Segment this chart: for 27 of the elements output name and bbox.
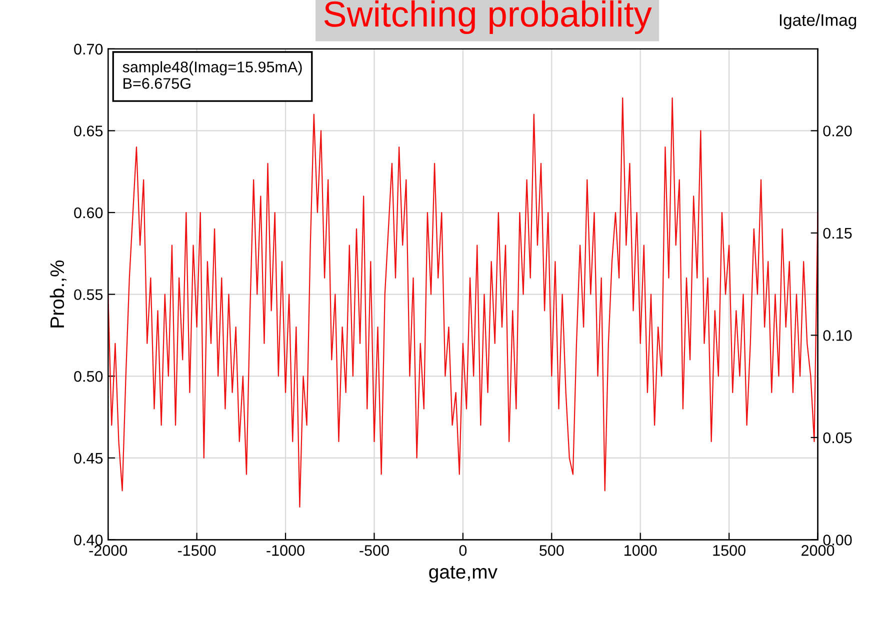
x-tick-label: 0 (459, 545, 467, 556)
y2-tick-label: 0.10 (823, 330, 852, 341)
x-tick-label: 500 (540, 545, 564, 556)
x-tick-label: -1000 (266, 545, 304, 556)
x-tick-label: -1500 (178, 545, 216, 556)
y-tick-label: 0.45 (74, 452, 103, 464)
line-series (108, 97, 818, 508)
y-tick-label: 0.65 (74, 126, 103, 136)
chart-title: Switching probability (324, 0, 652, 34)
y-tick-label: 0.55 (74, 289, 103, 300)
x-tick-label: -2000 (89, 545, 128, 556)
y-tick-label: 0.50 (74, 371, 103, 382)
y-tick-label: 0.70 (74, 44, 103, 55)
annotation: sample48(Imag=15.95mA) B=6.675G (122, 61, 302, 89)
x-tick-label: 1500 (713, 545, 746, 556)
x-tick-label: -500 (360, 545, 389, 556)
y2-tick-label: 0.00 (823, 534, 852, 546)
y2-tick-label: 0.05 (823, 432, 852, 444)
x-tick-label: 2000 (802, 545, 834, 556)
y2-axis-title: Igate/Imag (780, 14, 856, 30)
y-tick-label: 0.60 (74, 207, 103, 218)
x-axis-title: gate,mv (429, 566, 498, 583)
x-tick-label: 1000 (624, 545, 657, 556)
y2-tick-label: 0.15 (823, 228, 852, 239)
y2-tick-label: 0.20 (823, 126, 852, 136)
y-axis-title: Prob.,% (50, 260, 66, 328)
y-tick-label: 0.40 (74, 534, 103, 546)
